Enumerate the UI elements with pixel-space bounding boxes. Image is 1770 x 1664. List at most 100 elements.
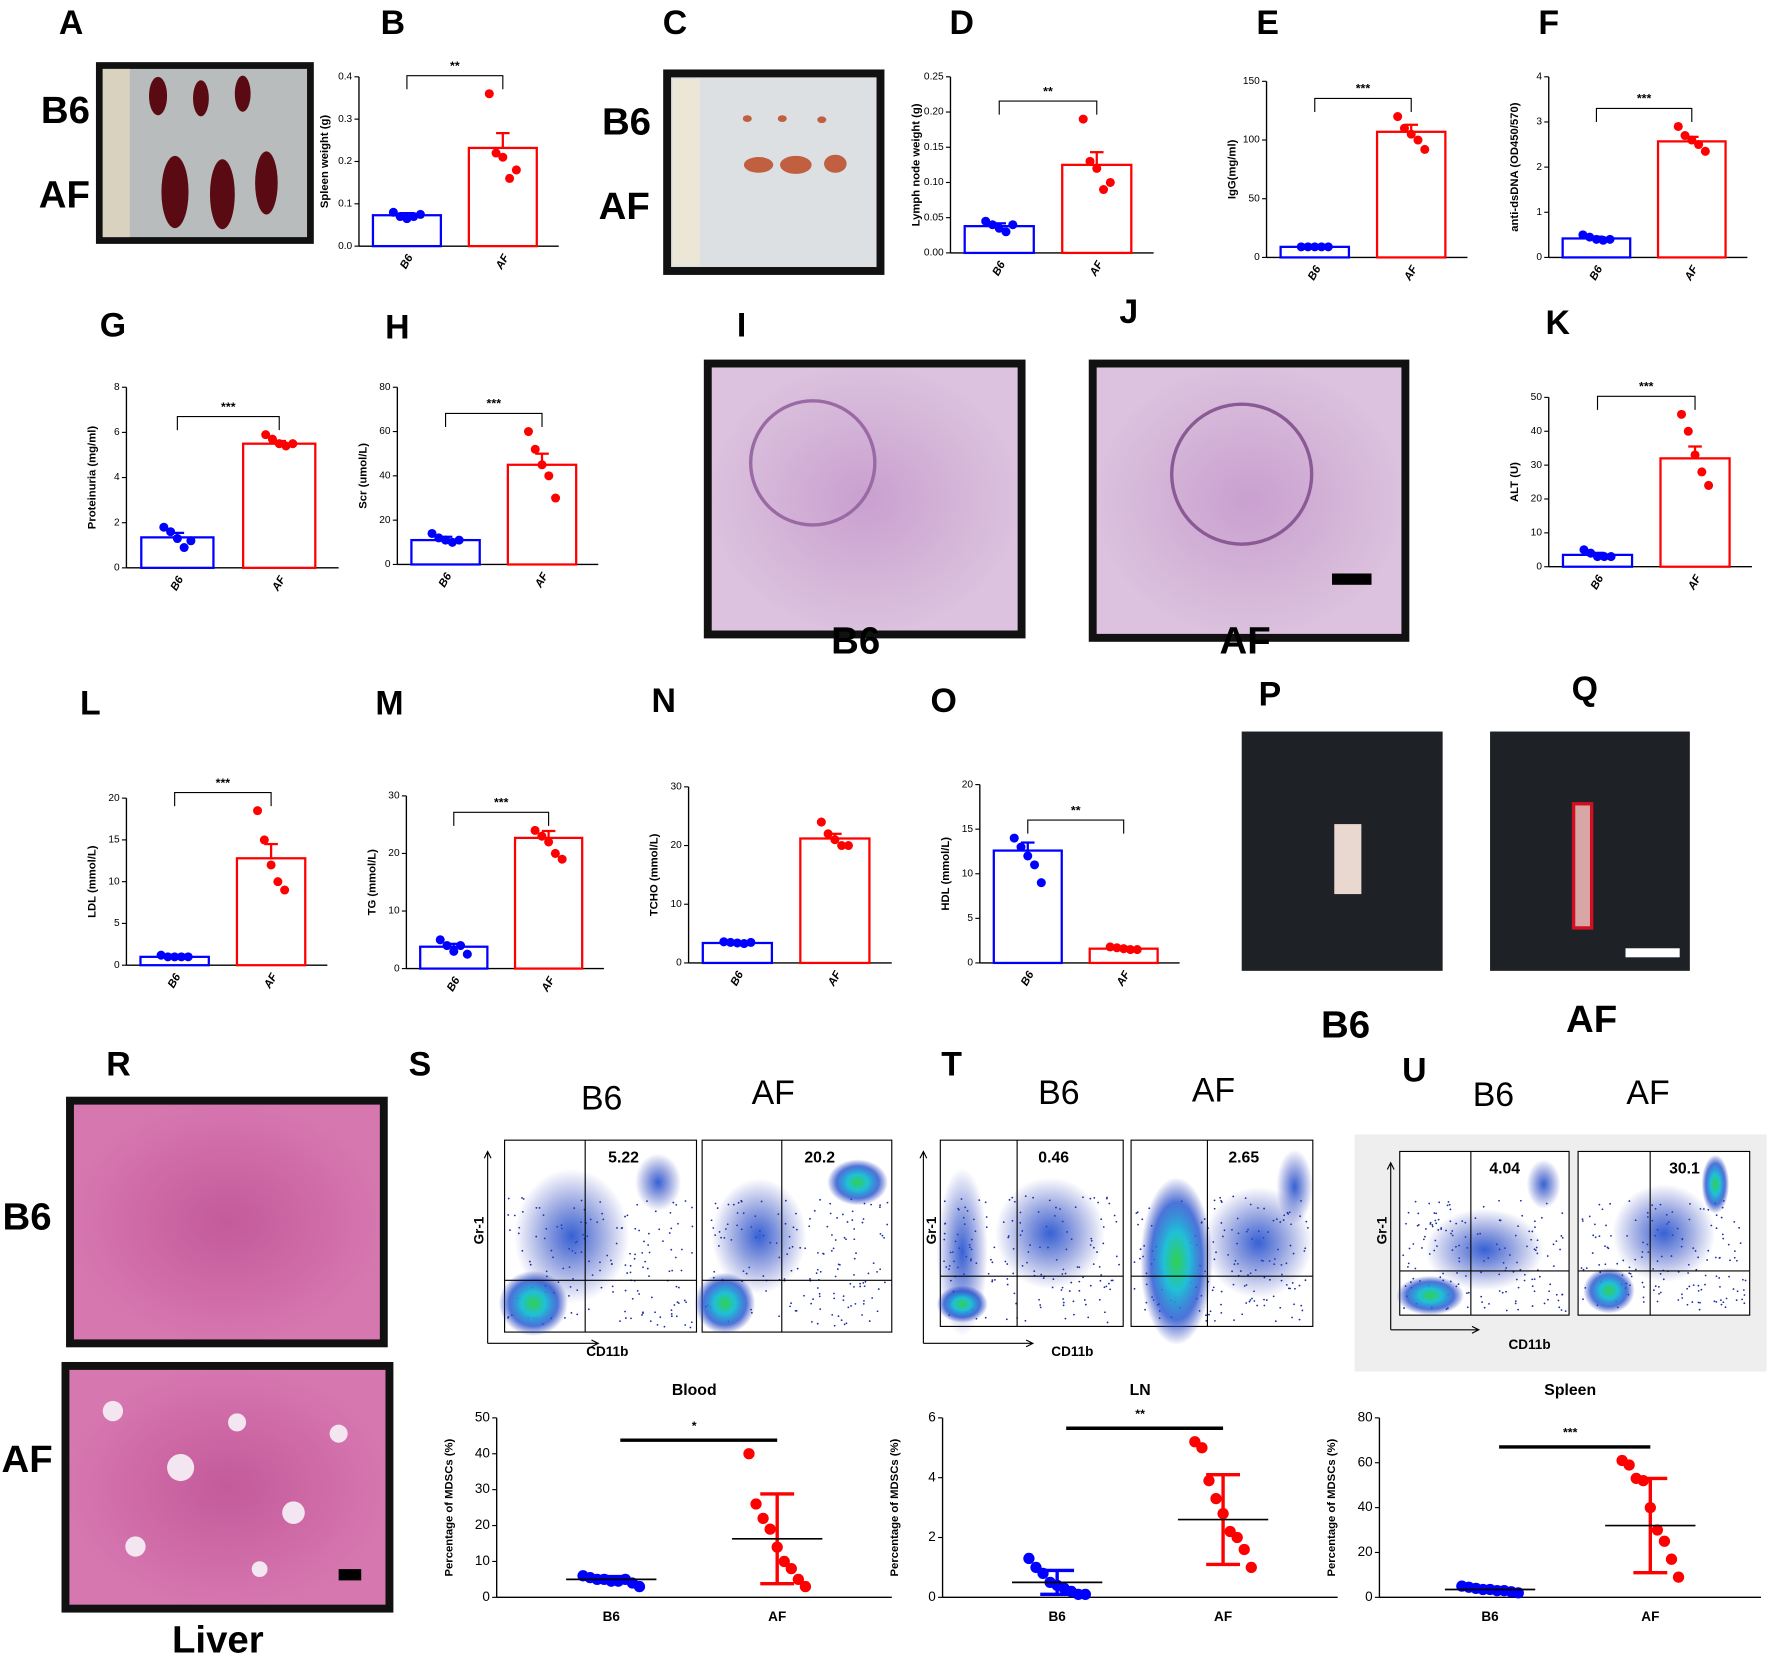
data-point (1694, 140, 1704, 150)
axis-arrow (919, 1150, 1035, 1348)
data-point (764, 1523, 776, 1535)
cell-cluster (1526, 1159, 1561, 1209)
chart-title: LN (1130, 1382, 1151, 1399)
cell-dot (1616, 1262, 1619, 1265)
cell-dot (1106, 1321, 1109, 1324)
data-point (172, 533, 182, 544)
data-point (1637, 1475, 1649, 1487)
quadrant-value: 4.04 (1489, 1161, 1520, 1178)
data-point (1317, 242, 1327, 252)
data-point (261, 430, 271, 440)
cell-dot (1133, 1287, 1136, 1290)
cell-dot (1641, 1281, 1644, 1284)
data-point (441, 535, 451, 545)
data-point (1036, 878, 1046, 888)
cell-dot (1733, 1250, 1736, 1253)
cell-dot (1233, 1319, 1235, 1322)
data-point (750, 1498, 762, 1510)
cell-cluster (1276, 1149, 1313, 1224)
data-point (1399, 123, 1409, 133)
cell-dot (816, 1287, 819, 1289)
cell-dot (1467, 1291, 1470, 1294)
cell-dot (1118, 1263, 1120, 1266)
cell-dot (1531, 1285, 1534, 1288)
cell-dot (1005, 1318, 1008, 1321)
group-label: AF (1626, 1074, 1669, 1112)
data-point (1680, 130, 1690, 141)
x-tick-label: B6 (169, 574, 187, 593)
cell-dot (1514, 1300, 1517, 1303)
significance-bracket (1596, 395, 1696, 410)
cell-dot (862, 1218, 865, 1220)
cell-dot (1263, 1298, 1265, 1301)
cell-dot (1078, 1289, 1081, 1292)
y-tick-label: 30 (1531, 460, 1543, 471)
cell-dot (1435, 1212, 1438, 1215)
cell-dot (1733, 1220, 1736, 1223)
data-point (280, 885, 290, 895)
cell-dot (624, 1317, 627, 1319)
cell-dot (1652, 1289, 1655, 1292)
cell-dot (1605, 1224, 1607, 1227)
data-point (505, 173, 515, 183)
data-point (1105, 942, 1115, 952)
data-point (1231, 1531, 1243, 1544)
cell-dot (1581, 1218, 1584, 1221)
cell-dot (1481, 1301, 1483, 1304)
cell-dot (1301, 1309, 1304, 1312)
quadrant-value: 2.65 (1228, 1149, 1259, 1166)
cell-cluster (1396, 1275, 1465, 1316)
data-point (427, 528, 437, 538)
panel-letter: R (106, 1046, 130, 1084)
data-point (1704, 480, 1714, 490)
panel-letter: J (1119, 293, 1138, 331)
cell-dot (868, 1320, 871, 1322)
data-point (1310, 242, 1320, 252)
cell-dot (1417, 1212, 1420, 1215)
significance: *** (494, 796, 509, 810)
data-point (1665, 1553, 1678, 1565)
cell-dot (1466, 1306, 1469, 1309)
data-point (456, 941, 466, 951)
x-tick-label: AF (533, 570, 552, 591)
y-tick-label: 10 (1531, 528, 1543, 539)
significance: ** (450, 59, 460, 73)
y-tick-label: 0 (114, 563, 120, 574)
data-point (1672, 1571, 1685, 1583)
x-tick-label: B6 (1589, 573, 1607, 592)
cell-dot (1558, 1306, 1561, 1309)
y-tick-label: 40 (1358, 1499, 1373, 1514)
cell-dot (1133, 1261, 1136, 1264)
panel-letter: T (941, 1046, 962, 1084)
data-point (530, 444, 540, 454)
cell-dot (1540, 1216, 1543, 1219)
cell-dot (1727, 1243, 1730, 1246)
y-tick-label: 20 (108, 793, 120, 804)
data-point (823, 829, 833, 839)
data-point (550, 848, 560, 858)
cell-dot (1060, 1289, 1063, 1291)
data-point (1245, 1561, 1257, 1574)
cell-dot (819, 1308, 822, 1311)
cell-dot (670, 1315, 673, 1318)
panel-letter: M (375, 685, 403, 723)
cell-dot (1039, 1304, 1042, 1306)
x-tick-label: AF (262, 971, 281, 992)
axis-label: CD11b (1508, 1337, 1550, 1352)
y-tick-label: 20 (388, 848, 400, 859)
significance: *** (1639, 380, 1654, 394)
data-point (415, 209, 425, 219)
bar (513, 836, 584, 970)
data-point (1001, 227, 1011, 237)
cell-dot (1405, 1222, 1407, 1225)
cell-dot (1105, 1197, 1108, 1200)
data-point (792, 1573, 805, 1586)
cell-dot (676, 1301, 679, 1304)
cell-dot (1517, 1286, 1520, 1289)
y-axis-label: anti-dsDNA (OD450/570) (1509, 102, 1521, 231)
group-label: B6 (602, 100, 651, 143)
panel-letter: A (59, 4, 83, 42)
cell-dot (1248, 1300, 1251, 1303)
cell-dot (638, 1229, 640, 1232)
x-tick-label: AF (539, 974, 558, 995)
